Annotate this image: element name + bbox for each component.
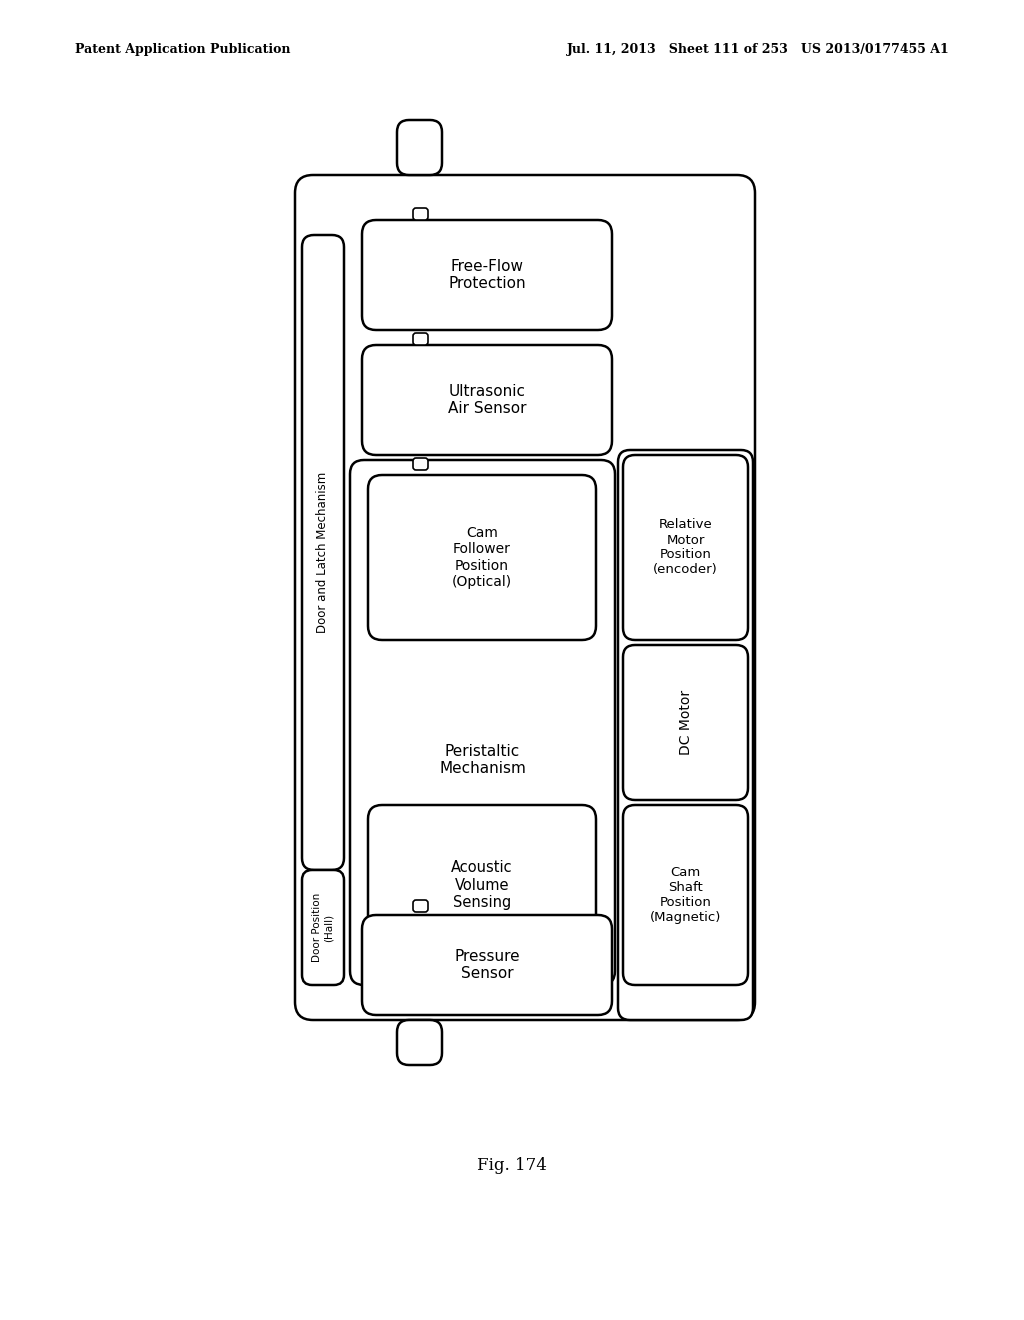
Text: Patent Application Publication: Patent Application Publication bbox=[75, 44, 291, 57]
Text: Fig. 174: Fig. 174 bbox=[477, 1156, 547, 1173]
Text: Ultrasonic
Air Sensor: Ultrasonic Air Sensor bbox=[447, 384, 526, 416]
Text: Pressure
Sensor: Pressure Sensor bbox=[455, 949, 520, 981]
FancyBboxPatch shape bbox=[302, 870, 344, 985]
FancyBboxPatch shape bbox=[413, 458, 428, 470]
FancyBboxPatch shape bbox=[413, 900, 428, 912]
FancyBboxPatch shape bbox=[362, 915, 612, 1015]
FancyBboxPatch shape bbox=[295, 176, 755, 1020]
Text: Relative
Motor
Position
(encoder): Relative Motor Position (encoder) bbox=[653, 519, 718, 577]
Text: DC Motor: DC Motor bbox=[679, 690, 692, 755]
FancyBboxPatch shape bbox=[368, 475, 596, 640]
FancyBboxPatch shape bbox=[362, 345, 612, 455]
FancyBboxPatch shape bbox=[350, 459, 615, 985]
Text: Door and Latch Mechanism: Door and Latch Mechanism bbox=[316, 471, 330, 634]
Text: Free-Flow
Protection: Free-Flow Protection bbox=[449, 259, 525, 292]
FancyBboxPatch shape bbox=[413, 209, 428, 220]
FancyBboxPatch shape bbox=[302, 235, 344, 870]
FancyBboxPatch shape bbox=[623, 645, 748, 800]
FancyBboxPatch shape bbox=[413, 333, 428, 345]
Text: Acoustic
Volume
Sensing: Acoustic Volume Sensing bbox=[452, 861, 513, 909]
Text: Door Position
(Hall): Door Position (Hall) bbox=[312, 892, 334, 962]
FancyBboxPatch shape bbox=[362, 220, 612, 330]
FancyBboxPatch shape bbox=[623, 805, 748, 985]
FancyBboxPatch shape bbox=[397, 120, 442, 176]
FancyBboxPatch shape bbox=[618, 450, 753, 1020]
FancyBboxPatch shape bbox=[368, 805, 596, 965]
Text: Cam
Follower
Position
(Optical): Cam Follower Position (Optical) bbox=[452, 527, 512, 589]
Text: Jul. 11, 2013   Sheet 111 of 253   US 2013/0177455 A1: Jul. 11, 2013 Sheet 111 of 253 US 2013/0… bbox=[567, 44, 950, 57]
Text: Peristaltic
Mechanism: Peristaltic Mechanism bbox=[439, 743, 526, 776]
FancyBboxPatch shape bbox=[397, 1020, 442, 1065]
Text: Cam
Shaft
Position
(Magnetic): Cam Shaft Position (Magnetic) bbox=[650, 866, 721, 924]
FancyBboxPatch shape bbox=[623, 455, 748, 640]
